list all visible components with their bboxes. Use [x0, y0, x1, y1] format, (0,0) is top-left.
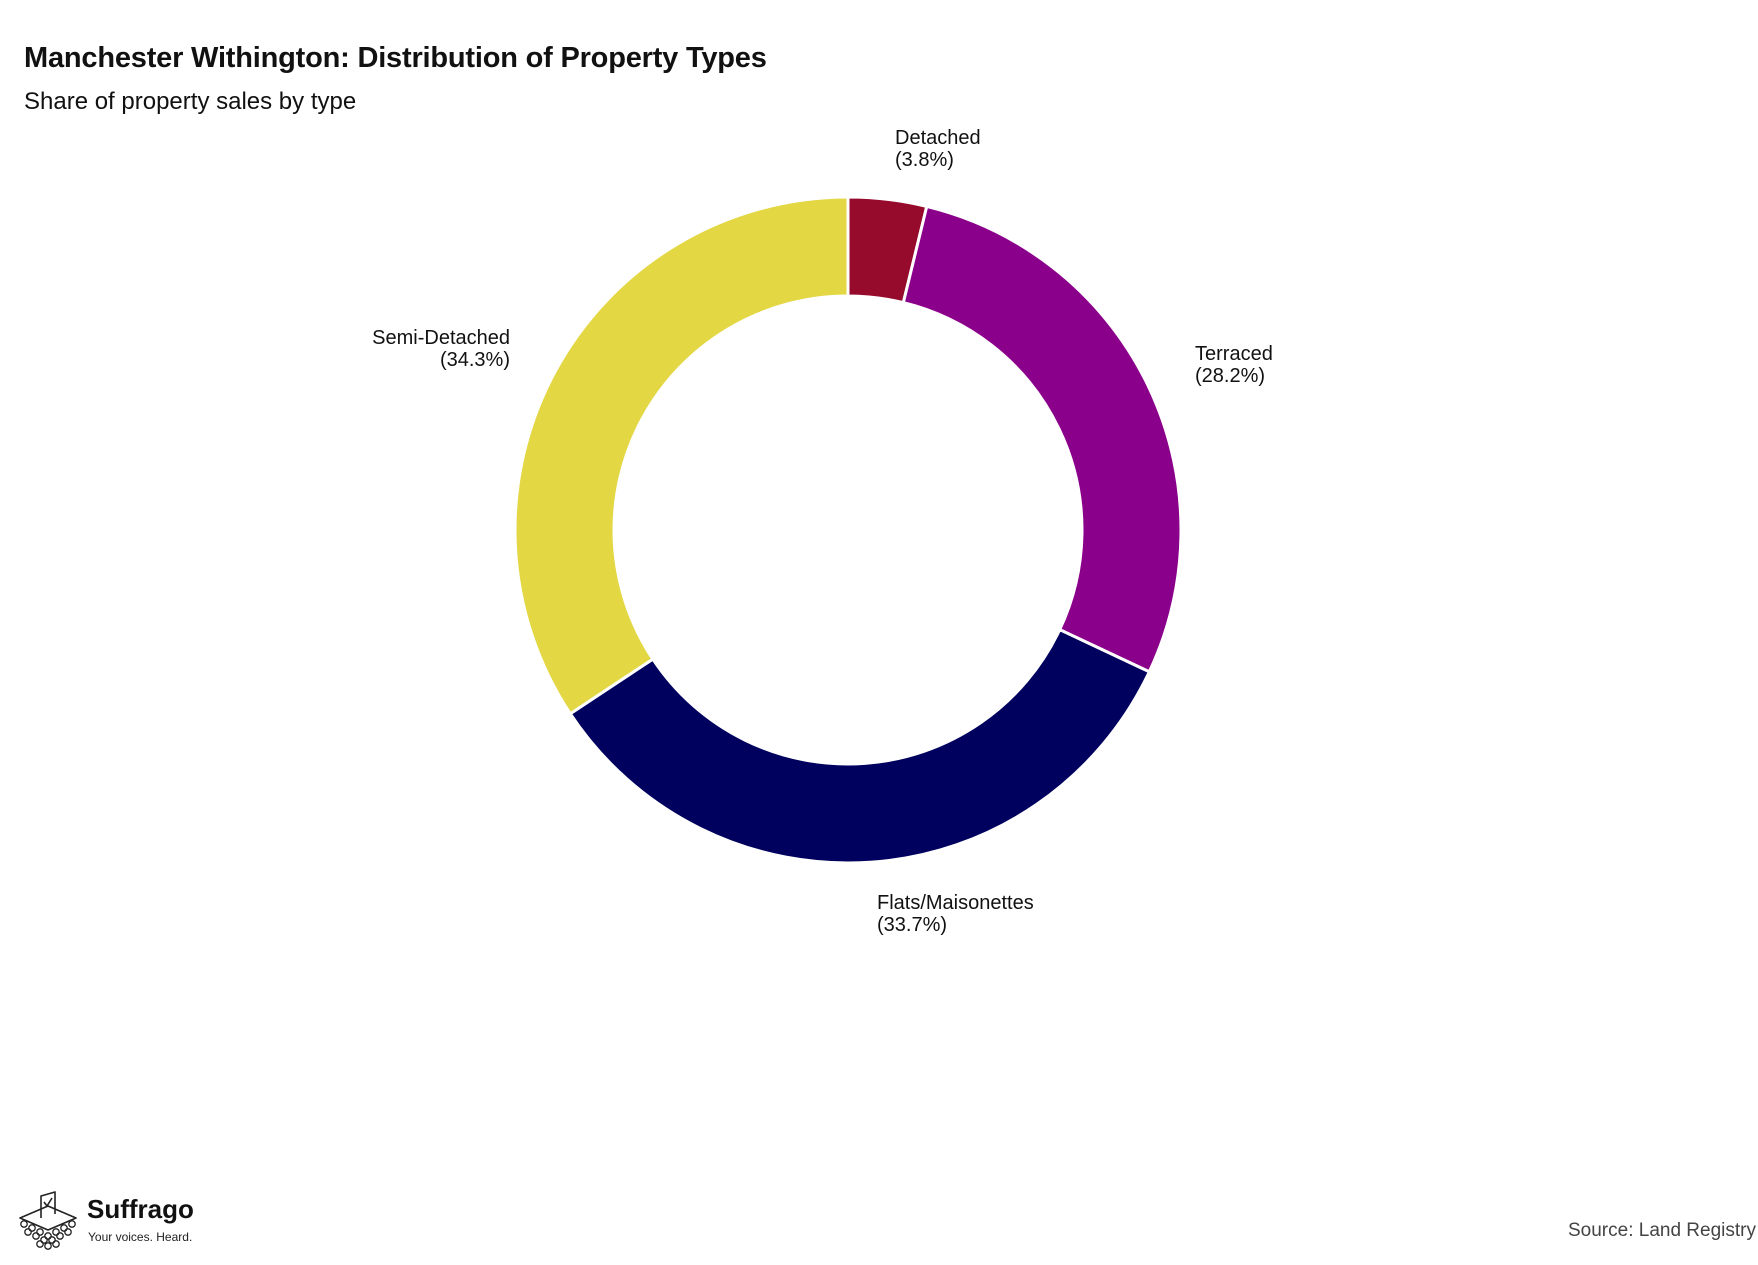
- slice-semi-detached: [513, 195, 850, 716]
- label-detached: Detached (3.8%): [895, 127, 981, 171]
- donut-labels: Detached (3.8%) Terraced (28.2%) Flats/Maiso…: [372, 127, 1273, 936]
- label-semi-detached: Semi-Detached (34.3%): [372, 327, 510, 371]
- label-name-terraced: Terraced: [1195, 343, 1273, 365]
- label-value-semi-detached: (34.3%): [440, 349, 510, 371]
- label-name-semi-detached: Semi-Detached: [372, 327, 510, 349]
- label-value-detached: (3.8%): [895, 149, 954, 171]
- source-note: Source: Land Registry: [1568, 1220, 1756, 1241]
- label-value-terraced: (28.2%): [1195, 365, 1265, 387]
- label-terraced: Terraced (28.2%): [1195, 343, 1273, 387]
- label-name-flats-maisonettes: Flats/Maisonettes: [877, 892, 1034, 914]
- chart-subtitle: Share of property sales by type: [24, 88, 357, 115]
- donut-slices: [513, 195, 1183, 865]
- logo-name: Suffrago: [87, 1194, 194, 1224]
- suffrago-logo: Suffrago Your voices. Heard.: [14, 1188, 214, 1258]
- logo-tagline: Your voices. Heard.: [88, 1230, 193, 1244]
- chart-title: Manchester Withington: Distribution of P…: [24, 42, 767, 74]
- label-name-detached: Detached: [895, 127, 981, 149]
- ballot-box-icon: [19, 1191, 77, 1250]
- slice-flats-maisonettes: [568, 627, 1152, 865]
- label-value-flats-maisonettes: (33.7%): [877, 914, 947, 936]
- label-flats-maisonettes: Flats/Maisonettes (33.7%): [877, 892, 1034, 936]
- slice-terraced: [901, 204, 1183, 674]
